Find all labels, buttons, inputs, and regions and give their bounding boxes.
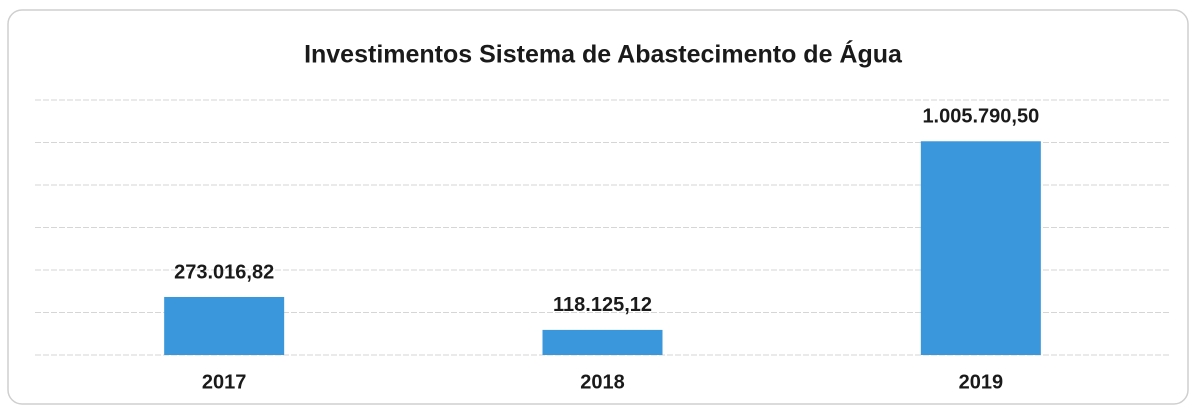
data-label: 273.016,82 — [174, 261, 274, 283]
bar — [920, 141, 1041, 355]
x-tick-label: 2018 — [580, 371, 625, 393]
chart-frame — [7, 9, 1189, 405]
data-label: 1.005.790,50 — [922, 106, 1039, 128]
bar — [542, 329, 663, 355]
data-label: 118.125,12 — [553, 294, 652, 316]
bar — [164, 296, 285, 355]
x-tick-label: 2019 — [959, 371, 1004, 393]
x-tick-label: 2017 — [202, 371, 247, 393]
chart-title: Investimentos Sistema de Abastecimento d… — [304, 40, 903, 69]
